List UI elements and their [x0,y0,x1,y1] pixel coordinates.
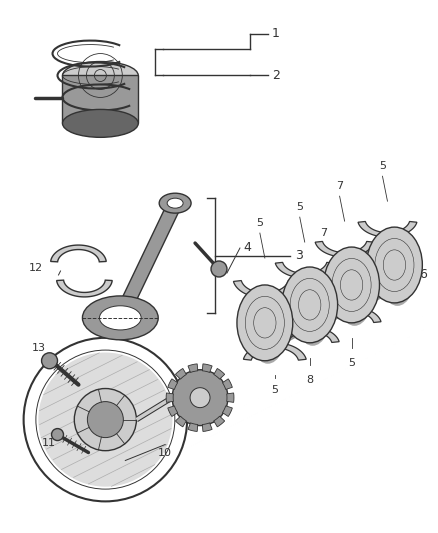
Polygon shape [114,200,181,321]
Wedge shape [202,423,212,431]
Polygon shape [315,256,346,333]
Wedge shape [188,364,198,373]
Ellipse shape [321,285,350,305]
Text: 10: 10 [158,448,172,457]
Text: 7: 7 [336,181,343,191]
Polygon shape [51,245,106,262]
Text: 13: 13 [32,343,46,353]
Polygon shape [244,343,306,360]
Circle shape [39,352,173,487]
Polygon shape [357,237,389,313]
Ellipse shape [159,193,191,213]
Text: 5: 5 [379,161,386,171]
Ellipse shape [167,198,183,208]
Text: 11: 11 [42,438,56,448]
Circle shape [74,389,136,451]
Wedge shape [176,368,187,379]
Wedge shape [214,368,225,379]
Ellipse shape [237,285,293,361]
Polygon shape [270,277,304,351]
Ellipse shape [248,288,287,364]
Wedge shape [223,406,232,416]
Polygon shape [322,307,381,322]
Text: 2: 2 [272,69,280,82]
Polygon shape [57,280,112,297]
Ellipse shape [324,247,379,323]
Polygon shape [63,76,138,123]
Polygon shape [315,241,374,257]
Text: 5: 5 [271,385,278,395]
Circle shape [87,401,124,438]
Ellipse shape [367,227,422,303]
Text: 4: 4 [243,240,251,254]
Polygon shape [275,262,334,278]
Wedge shape [168,406,178,416]
Ellipse shape [378,230,417,306]
Text: 7: 7 [320,228,327,238]
Circle shape [211,261,227,277]
Text: 5: 5 [348,358,355,368]
Circle shape [172,370,228,425]
Wedge shape [202,364,212,373]
Ellipse shape [335,250,374,326]
Wedge shape [223,379,232,390]
Ellipse shape [63,61,138,90]
Circle shape [52,429,64,441]
Wedge shape [166,393,173,402]
Ellipse shape [277,304,307,324]
Text: 5: 5 [256,218,263,228]
Ellipse shape [82,296,158,340]
Text: 9: 9 [211,373,219,386]
Polygon shape [233,280,296,298]
Wedge shape [188,423,198,431]
Wedge shape [214,416,225,427]
Wedge shape [227,393,234,402]
Text: 5: 5 [296,202,303,212]
Text: 8: 8 [306,375,313,385]
Circle shape [42,353,57,369]
Text: 12: 12 [28,263,42,273]
Text: 1: 1 [272,27,280,40]
Ellipse shape [99,306,141,330]
Ellipse shape [282,267,338,343]
Circle shape [190,387,210,408]
Wedge shape [176,416,187,427]
Ellipse shape [293,270,332,346]
Text: 6: 6 [419,269,427,281]
Ellipse shape [363,265,393,285]
Ellipse shape [63,109,138,138]
Text: 3: 3 [295,249,303,262]
Polygon shape [280,327,339,343]
Polygon shape [358,222,417,237]
Wedge shape [168,379,178,390]
